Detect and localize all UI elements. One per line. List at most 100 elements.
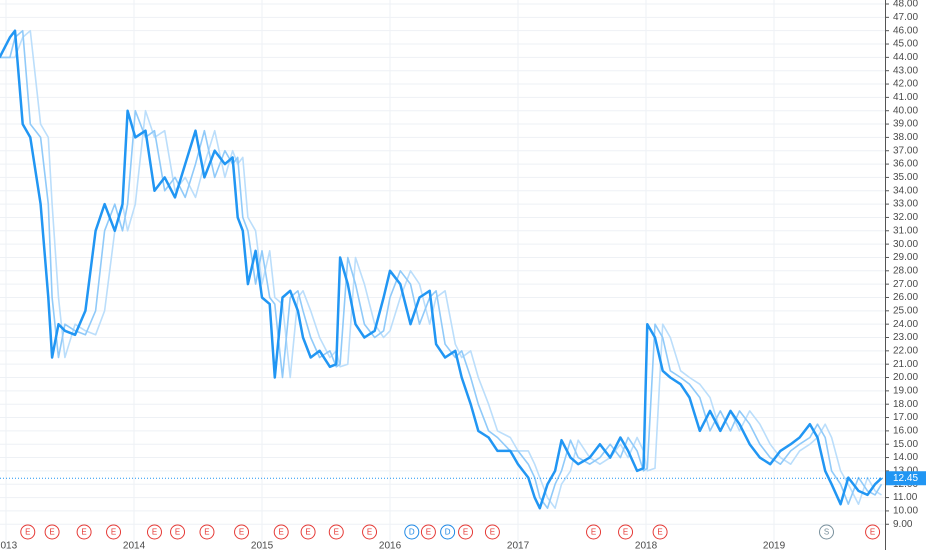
y-tick-label: 40.00 bbox=[893, 105, 918, 116]
event-label: E bbox=[239, 528, 244, 537]
event-label: E bbox=[591, 528, 596, 537]
grid bbox=[0, 0, 885, 550]
x-tick-label: 2017 bbox=[507, 541, 530, 550]
event-label: E bbox=[657, 528, 662, 537]
event-marker bbox=[440, 524, 456, 540]
y-tick-label: 18.00 bbox=[893, 399, 918, 410]
x-tick-label: 2019 bbox=[763, 541, 786, 550]
y-tick-label: 48.00 bbox=[893, 0, 918, 10]
y-tick-label: 24.00 bbox=[893, 319, 918, 330]
y-tick-label: 41.00 bbox=[893, 92, 918, 103]
y-tick-label: 30.00 bbox=[893, 239, 918, 250]
event-label: E bbox=[334, 528, 339, 537]
x-tick-label: 2013 bbox=[0, 541, 18, 550]
event-marker bbox=[76, 524, 92, 540]
y-tick-label: 20.00 bbox=[893, 372, 918, 383]
y-tick-label: 39.00 bbox=[893, 119, 918, 130]
events: 2013 2014 2015 2016 2017 2018 2019 E E E E E E E E E E E E… bbox=[0, 524, 881, 550]
y-tick-label: 43.00 bbox=[893, 65, 918, 76]
price-line bbox=[0, 29, 883, 510]
event-label: E bbox=[623, 528, 628, 537]
y-tick-label: 23.00 bbox=[893, 332, 918, 343]
event-label: E bbox=[152, 528, 157, 537]
x-tick-label: 2016 bbox=[379, 541, 402, 550]
event-label: E bbox=[49, 528, 54, 537]
y-tick-label: 13.00 bbox=[893, 466, 918, 477]
y-tick-label: 22.00 bbox=[893, 345, 918, 356]
y-tick-label: 14.00 bbox=[893, 452, 918, 463]
event-label: E bbox=[204, 528, 209, 537]
event-marker bbox=[819, 524, 835, 540]
y-tick-label: 28.00 bbox=[893, 265, 918, 276]
event-label: E bbox=[25, 528, 30, 537]
y-tick-label: 42.00 bbox=[893, 79, 918, 90]
y-tick-label: 15.00 bbox=[893, 439, 918, 450]
y-tick-label: 17.00 bbox=[893, 412, 918, 423]
event-marker bbox=[404, 524, 420, 540]
event-label: E bbox=[279, 528, 284, 537]
event-marker bbox=[106, 524, 122, 540]
event-marker bbox=[865, 524, 881, 540]
event-label: S bbox=[824, 528, 829, 537]
y-tick-label: 37.00 bbox=[893, 145, 918, 156]
last-price-label: 12.45 bbox=[893, 473, 918, 484]
y-tick-label: 34.00 bbox=[893, 185, 918, 196]
y-tick-label: 31.00 bbox=[893, 225, 918, 236]
x-tick-label: 2018 bbox=[635, 541, 658, 550]
event-marker bbox=[273, 524, 289, 540]
y-tick-label: 38.00 bbox=[893, 132, 918, 143]
axis-panel bbox=[885, 0, 932, 550]
y-tick-label: 44.00 bbox=[893, 52, 918, 63]
y-tick-label: 35.00 bbox=[893, 172, 918, 183]
event-label: E bbox=[175, 528, 180, 537]
y-tick-label: 10.00 bbox=[893, 506, 918, 517]
event-label: D bbox=[409, 528, 415, 537]
y-tick-label: 29.00 bbox=[893, 252, 918, 263]
event-marker bbox=[618, 524, 634, 540]
y-tick-label: 25.00 bbox=[893, 305, 918, 316]
event-marker bbox=[170, 524, 186, 540]
event-label: E bbox=[490, 528, 495, 537]
price-line bbox=[0, 29, 883, 510]
event-label: E bbox=[367, 528, 372, 537]
event-label: E bbox=[426, 528, 431, 537]
last-price-box bbox=[886, 471, 926, 486]
y-tick-label: 9.00 bbox=[893, 519, 913, 530]
event-label: E bbox=[81, 528, 86, 537]
y-tick-label: 26.00 bbox=[893, 292, 918, 303]
event-marker bbox=[458, 524, 474, 540]
lines bbox=[0, 29, 885, 510]
y-tick-label: 46.00 bbox=[893, 25, 918, 36]
event-label: E bbox=[463, 528, 468, 537]
event-label: E bbox=[111, 528, 116, 537]
event-marker bbox=[362, 524, 378, 540]
event-label: D bbox=[445, 528, 451, 537]
event-marker bbox=[199, 524, 215, 540]
event-label: E bbox=[870, 528, 875, 537]
y-tick-label: 32.00 bbox=[893, 212, 918, 223]
x-tick-label: 2015 bbox=[251, 541, 274, 550]
y-tick-label: 16.00 bbox=[893, 426, 918, 437]
event-marker bbox=[234, 524, 250, 540]
y-tick-label: 27.00 bbox=[893, 279, 918, 290]
event-marker bbox=[420, 524, 436, 540]
event-marker bbox=[146, 524, 162, 540]
y-tick-label: 11.00 bbox=[893, 492, 918, 503]
event-marker bbox=[586, 524, 602, 540]
event-marker bbox=[328, 524, 344, 540]
y-tick-label: 19.00 bbox=[893, 385, 918, 396]
event-marker bbox=[652, 524, 668, 540]
y-tick-label: 45.00 bbox=[893, 39, 918, 50]
event-marker bbox=[300, 524, 316, 540]
event-marker bbox=[44, 524, 60, 540]
y-tick-label: 21.00 bbox=[893, 359, 918, 370]
event-marker bbox=[20, 524, 36, 540]
event-label: E bbox=[305, 528, 310, 537]
y-axis: 9.0010.0011.0012.0013.0014.0015.0016.001… bbox=[885, 0, 926, 530]
price-line bbox=[0, 29, 882, 510]
x-tick-label: 2014 bbox=[123, 541, 146, 550]
y-tick-label: 36.00 bbox=[893, 159, 918, 170]
event-marker bbox=[484, 524, 500, 540]
y-tick-label: 33.00 bbox=[893, 199, 918, 210]
